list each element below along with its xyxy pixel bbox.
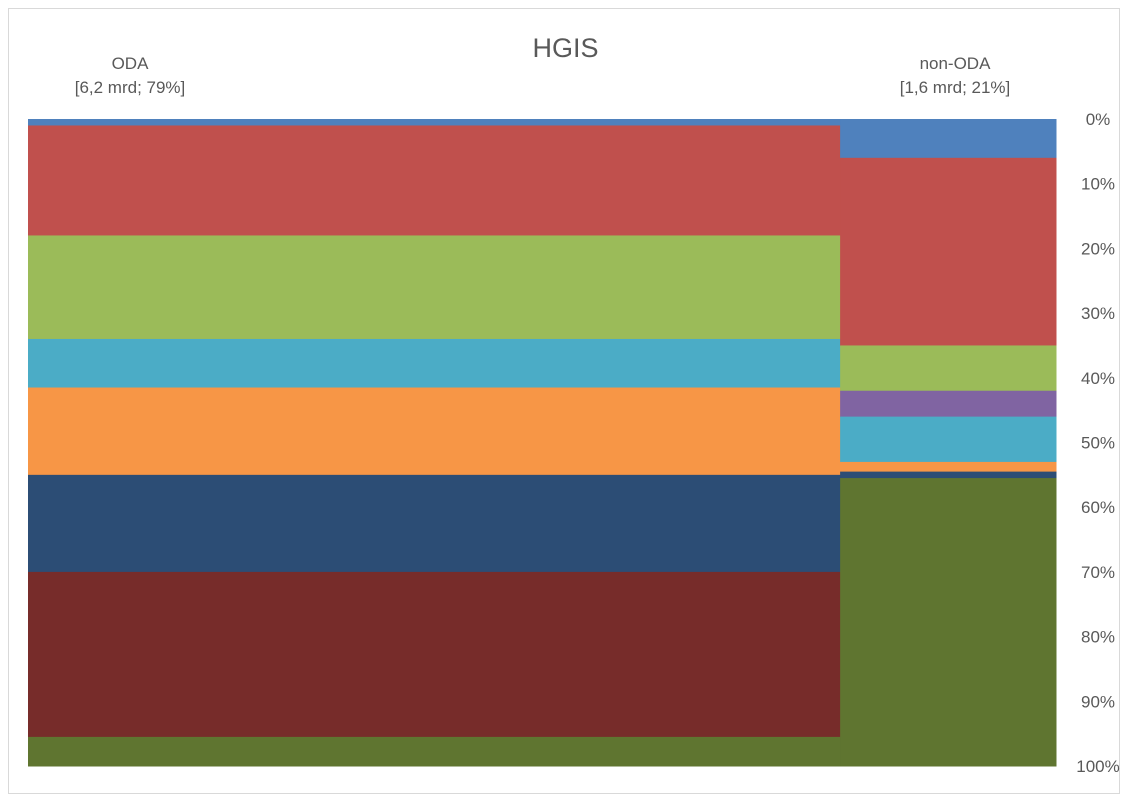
column-detail-non-oda: [1,6 mrd; 21%] xyxy=(899,78,1011,97)
segment-oda-1 xyxy=(28,125,841,236)
segment-oda-7 xyxy=(28,736,841,767)
segment-oda-3 xyxy=(28,338,841,389)
y-tick-label: 20% xyxy=(1081,239,1115,258)
segment-non-oda-2 xyxy=(840,345,1057,392)
y-tick-label: 100% xyxy=(1076,757,1119,776)
column-name-oda: ODA xyxy=(111,54,149,73)
segment-non-oda-4 xyxy=(840,416,1057,463)
column-label-non-oda: non-ODA [1,6 mrd; 21%] xyxy=(850,52,1060,100)
segment-non-oda-1 xyxy=(840,157,1057,346)
segment-non-oda-6 xyxy=(840,471,1057,479)
y-tick-label: 30% xyxy=(1081,304,1115,323)
segment-non-oda-5 xyxy=(840,461,1057,473)
y-tick-label: 50% xyxy=(1081,434,1115,453)
segment-non-oda-3 xyxy=(840,390,1057,418)
y-tick-label: 80% xyxy=(1081,628,1115,647)
chart-title: HGIS xyxy=(532,33,599,63)
y-tick-label: 10% xyxy=(1081,175,1115,194)
column-label-oda: ODA [6,2 mrd; 79%] xyxy=(40,52,220,100)
column-detail-oda: [6,2 mrd; 79%] xyxy=(74,78,186,97)
y-tick-label: 40% xyxy=(1081,369,1115,388)
segment-oda-6 xyxy=(28,571,841,738)
segment-non-oda-7 xyxy=(840,478,1057,767)
segment-oda-0 xyxy=(28,119,841,126)
segment-oda-2 xyxy=(28,235,841,340)
segment-oda-4 xyxy=(28,387,841,476)
y-tick-label: 90% xyxy=(1081,692,1115,711)
segment-non-oda-0 xyxy=(840,119,1057,159)
y-tick-label: 70% xyxy=(1081,563,1115,582)
y-tick-label: 60% xyxy=(1081,498,1115,517)
y-tick-label: 0% xyxy=(1086,110,1111,129)
column-name-non-oda: non-ODA xyxy=(919,54,991,73)
segment-oda-5 xyxy=(28,474,841,573)
